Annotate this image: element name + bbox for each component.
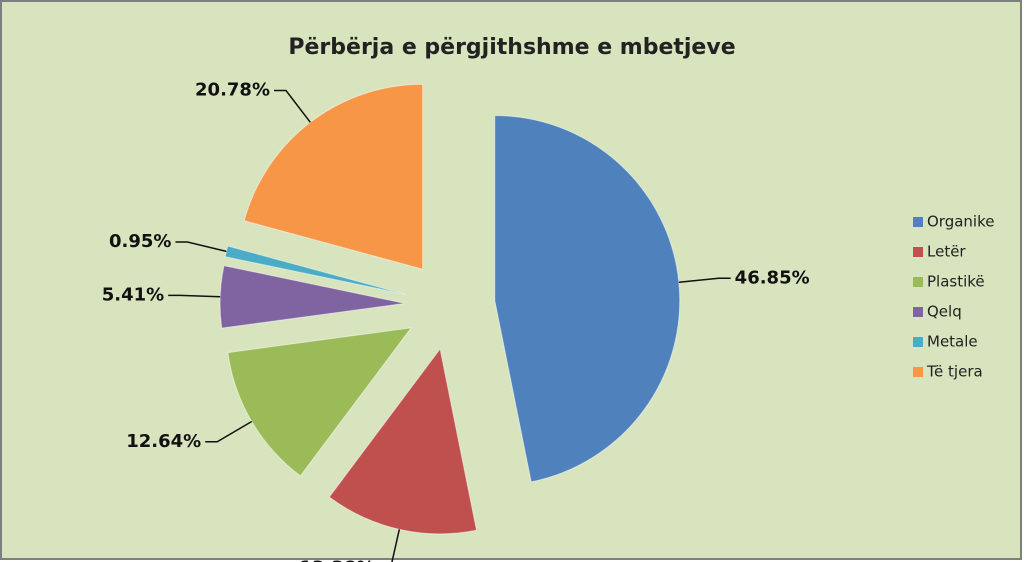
legend-label: Organike [927, 213, 994, 231]
legend-label: Të tjera [926, 363, 983, 381]
legend-label: Letër [927, 243, 966, 261]
data-label: 5.41% [102, 284, 164, 305]
legend-swatch [913, 217, 923, 227]
legend-label: Plastikë [927, 273, 985, 291]
legend-swatch [913, 337, 923, 347]
chart-title: Përbërja e përgjithshme e mbetjeve [288, 35, 735, 60]
legend-swatch [913, 307, 923, 317]
leader-line [274, 89, 311, 123]
data-label: 20.78% [195, 80, 270, 101]
pie-slice [224, 245, 407, 295]
leader-line [205, 420, 253, 443]
leader-line [678, 277, 731, 283]
data-label: 0.95% [109, 231, 171, 252]
legend-swatch [913, 277, 923, 287]
pie-slice [227, 327, 413, 477]
legend-swatch [913, 367, 923, 377]
data-label: 13.38% [300, 557, 375, 562]
leader-line [175, 241, 227, 253]
data-label: 12.64% [126, 431, 201, 452]
leader-line [391, 529, 401, 562]
legend-label: Metale [927, 333, 978, 351]
legend-label: Qelq [927, 303, 962, 321]
data-label: 46.85% [735, 267, 810, 288]
legend-swatch [913, 247, 923, 257]
leader-line [168, 294, 221, 298]
pie-slice [328, 347, 478, 535]
pie-slice [494, 115, 681, 483]
